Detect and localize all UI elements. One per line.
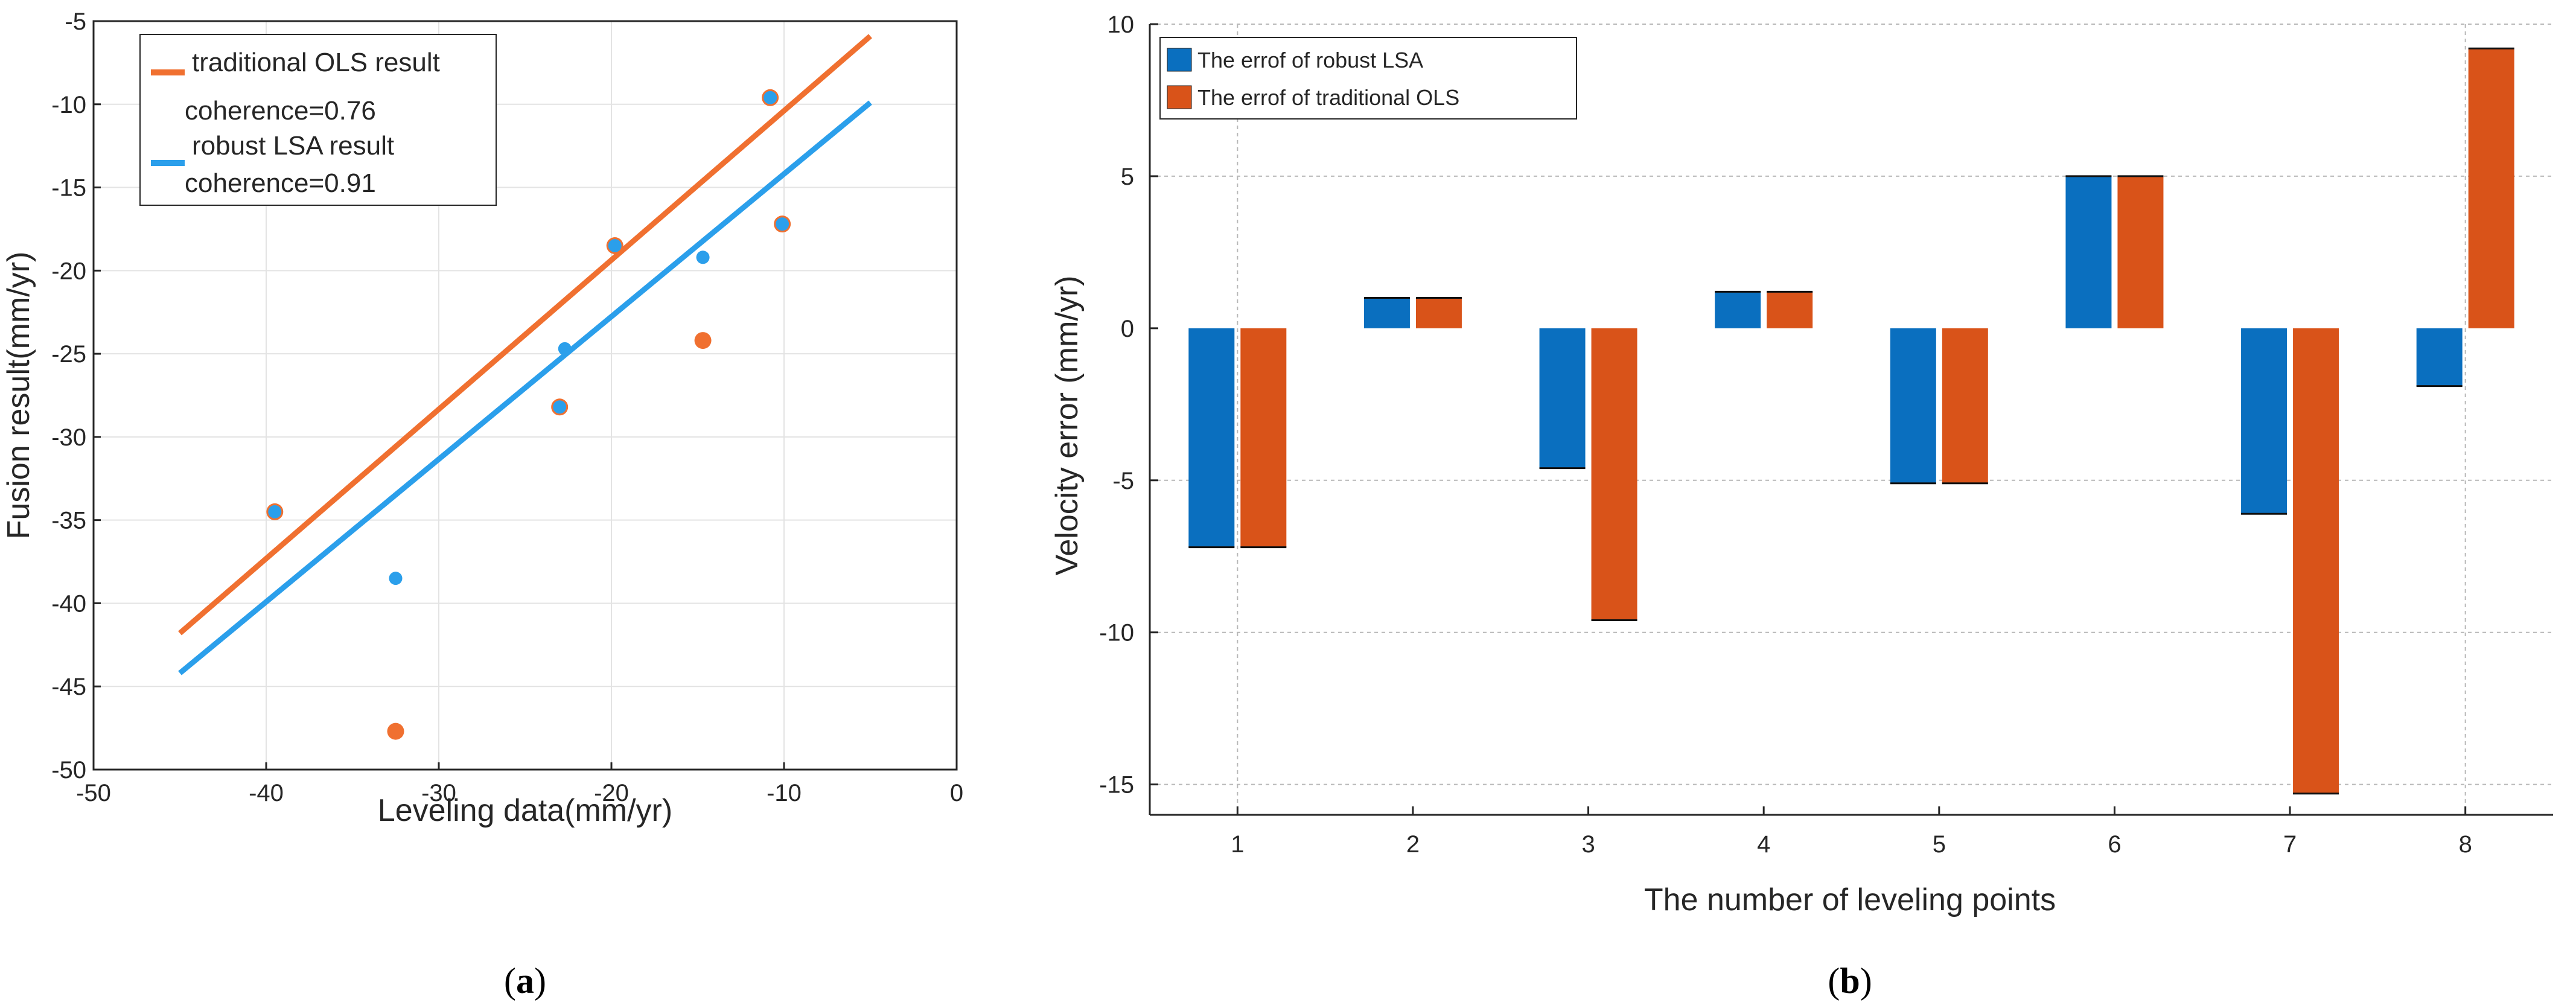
ols-error-bar <box>2117 176 2164 328</box>
panel-a-points <box>266 89 791 740</box>
b-xtick-label: 8 <box>2459 831 2472 858</box>
a-xtick-label: 0 <box>950 780 963 806</box>
panel-b-grid <box>1150 24 2553 815</box>
a-ytick-label: -10 <box>51 92 86 118</box>
ols-error-bar <box>1942 328 1988 483</box>
lsa-error-bar <box>2416 328 2463 386</box>
b-ytick-label: -5 <box>1112 468 1134 494</box>
b-xtick-label: 6 <box>2108 831 2121 858</box>
panel-a-caption-letter: a <box>516 961 534 1001</box>
lsa-data-point <box>558 342 572 356</box>
b-xtick-label: 5 <box>1933 831 1946 858</box>
a-ytick-label: -30 <box>51 424 86 451</box>
panel-b-caption: (b) <box>1828 961 1872 1001</box>
panel-b-legend: The errof of robust LSA The errof of tra… <box>1159 37 1577 120</box>
legend-lsa-swatch-b <box>1167 48 1192 72</box>
legend-ols-swatch-b <box>1167 85 1192 109</box>
a-xtick-label: -50 <box>76 780 111 806</box>
panel-b-bar-chart: -15 -10 -5 0 5 10 1 2 3 4 5 6 7 8 The number of level… <box>1050 11 2553 1001</box>
lsa-error-bar <box>1188 328 1235 547</box>
legend-lsa-label: robust LSA result <box>192 131 394 161</box>
lsa-error-bar <box>1363 298 1410 328</box>
ols-error-bar <box>1240 328 1287 547</box>
a-ytick-label: -45 <box>51 674 86 700</box>
panel-b-ticks: -15 -10 -5 0 5 10 1 2 3 4 5 6 7 8 <box>1099 11 2472 858</box>
legend-lsa-label-b: The errof of robust LSA <box>1197 48 1423 72</box>
ols-data-point <box>694 332 712 349</box>
a-ytick-label: -5 <box>65 8 86 35</box>
lsa-data-point <box>696 250 710 264</box>
ols-error-bar <box>2293 328 2339 794</box>
lsa-error-bar <box>2241 328 2287 514</box>
legend-ols-label: traditional OLS result <box>192 48 440 77</box>
legend-lsa-coherence: coherence=0.91 <box>185 168 376 198</box>
panel-b-caption-letter: b <box>1840 961 1860 1001</box>
b-ytick-label: 10 <box>1108 11 1135 38</box>
panel-a-scatter-chart: -50 -40 -30 -20 -10 0 -50 -45 -40 -35 -30 -25 -20 -15… <box>1 8 963 1001</box>
panel-a-legend: traditional OLS result coherence=0.76 ro… <box>139 34 497 206</box>
panel-a-ylabel: Fusion result(mm/yr) <box>1 252 36 540</box>
panel-a-xlabel: Leveling data(mm/yr) <box>378 793 672 828</box>
ols-data-point <box>387 723 404 740</box>
b-ytick-label: 0 <box>1121 316 1134 342</box>
panel-b-bars <box>1188 47 2514 795</box>
lsa-error-bar <box>1715 292 1761 328</box>
b-xtick-label: 4 <box>1757 831 1770 858</box>
b-ytick-label: -15 <box>1099 772 1134 799</box>
lsa-data-point <box>776 217 789 231</box>
a-ytick-label: -50 <box>51 757 86 783</box>
b-xtick-label: 3 <box>1581 831 1595 858</box>
ols-error-bar <box>2468 48 2514 328</box>
panel-a-axes-box <box>92 20 958 771</box>
lsa-error-bar <box>1890 328 1936 483</box>
b-ytick-label: -10 <box>1099 620 1134 646</box>
panel-a-ticks: -50 -40 -30 -20 -10 0 -50 -45 -40 -35 -30 -25 -20 -15… <box>51 8 963 806</box>
lsa-data-point <box>764 91 777 104</box>
panel-a-fit-lines <box>178 34 872 675</box>
a-xtick-label: -10 <box>767 780 802 806</box>
lsa-data-point <box>553 400 567 414</box>
panel-b-legend-box <box>1159 37 1577 120</box>
legend-ols-coherence: coherence=0.76 <box>185 96 376 126</box>
lsa-data-point <box>268 505 282 518</box>
a-xtick-label: -40 <box>249 780 284 806</box>
b-xtick-label: 1 <box>1231 831 1244 858</box>
ols-error-bar <box>1591 328 1637 620</box>
b-xtick-label: 7 <box>2283 831 2297 858</box>
a-ytick-label: -40 <box>51 590 86 617</box>
ols-error-bar <box>1415 298 1462 328</box>
lsa-error-bar <box>1539 328 1586 468</box>
a-ytick-label: -35 <box>51 508 86 534</box>
lsa-data-point <box>608 239 622 252</box>
panel-b-xlabel: The number of leveling points <box>1644 882 2056 917</box>
lsa-fit-line <box>178 100 872 675</box>
lsa-error-bar <box>2065 176 2112 328</box>
a-ytick-label: -25 <box>51 341 86 368</box>
panel-a-legend-box <box>139 34 497 206</box>
legend-ols-label-b: The errof of traditional OLS <box>1197 85 1459 110</box>
lsa-data-point <box>389 572 403 585</box>
b-xtick-label: 2 <box>1406 831 1420 858</box>
a-xtick-label: -20 <box>594 780 629 806</box>
b-ytick-label: 5 <box>1121 164 1134 190</box>
panel-a-caption: (a) <box>504 961 546 1001</box>
a-ytick-label: -20 <box>51 258 86 284</box>
panel-b-ylabel: Velocity error (mm/yr) <box>1050 276 1085 576</box>
a-ytick-label: -15 <box>51 175 86 202</box>
ols-fit-line <box>178 34 872 636</box>
ols-error-bar <box>1767 292 1813 328</box>
a-xtick-label: -30 <box>421 780 456 806</box>
